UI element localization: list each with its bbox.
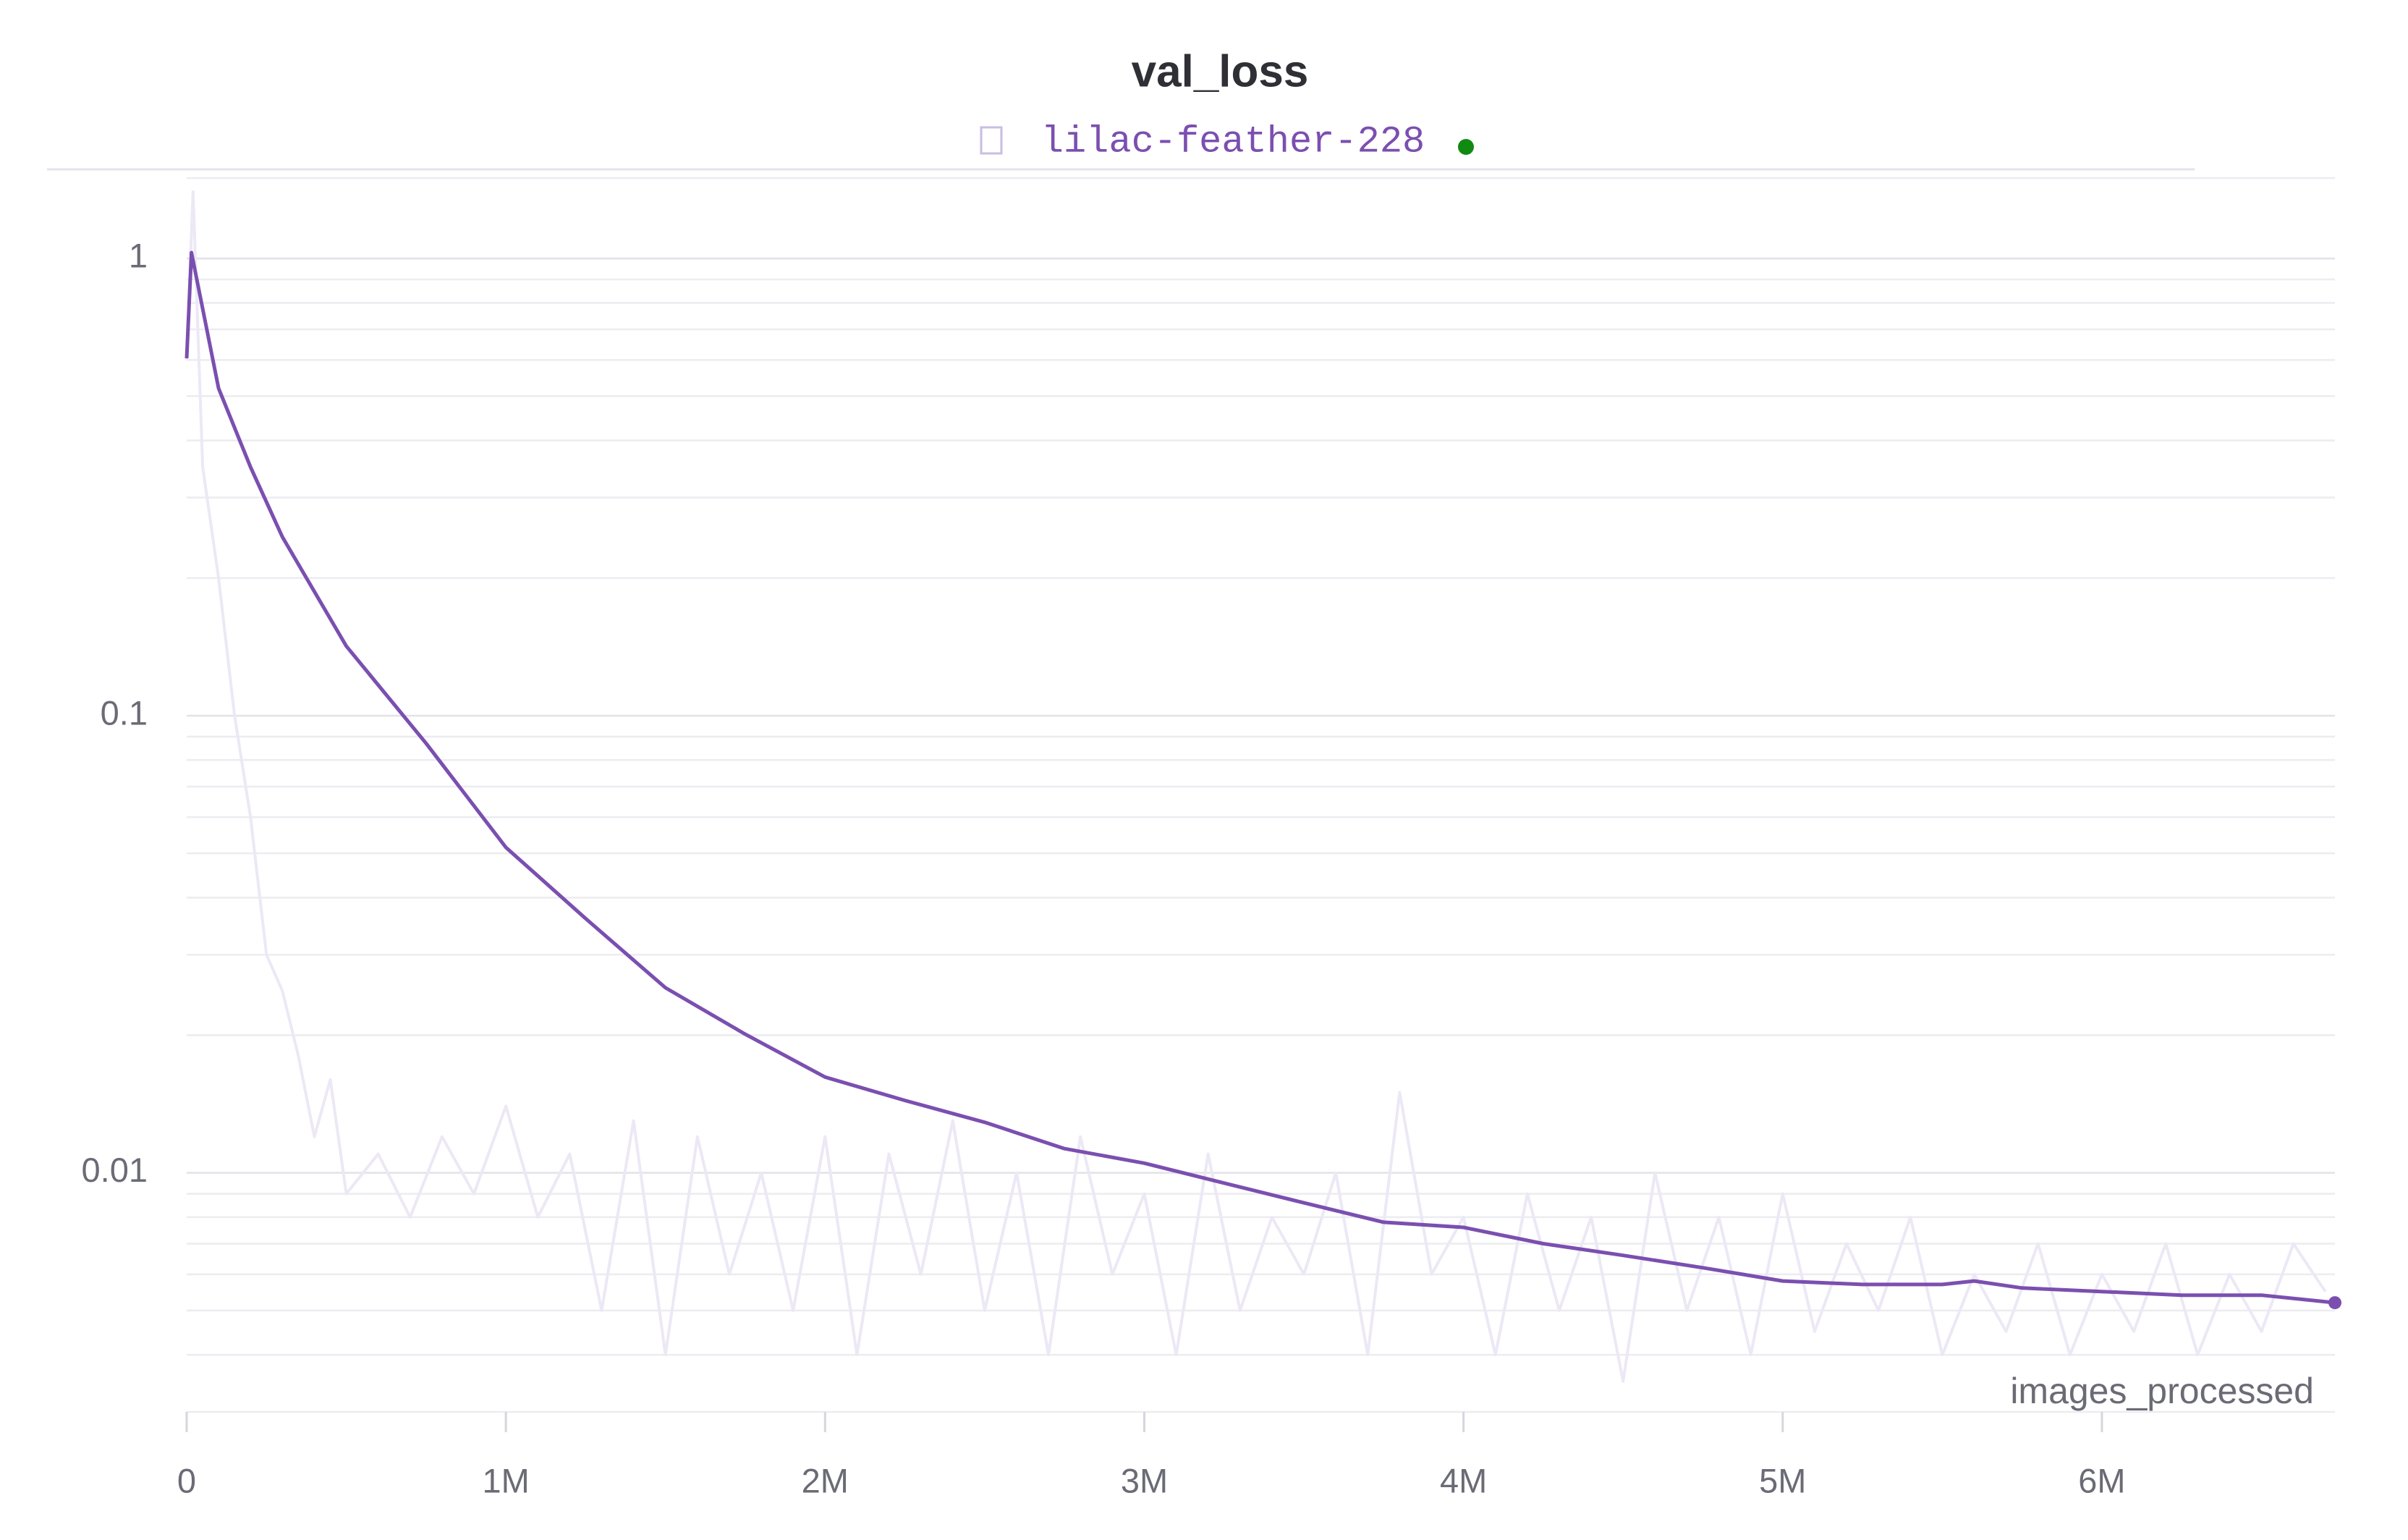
- chart-title: val_loss: [1132, 46, 1309, 96]
- y-tick-label: 0.1: [101, 693, 148, 732]
- run-status-dot: [1458, 139, 1474, 155]
- x-tick-label: 0: [177, 1461, 196, 1499]
- x-tick-label: 5M: [1759, 1461, 1806, 1499]
- x-tick-label: 3M: [1121, 1461, 1168, 1499]
- grid: 0.01 0.1 1 0 1M 2M 3M 4M 5M 6M: [82, 177, 2335, 1499]
- x-tick-label: 6M: [2078, 1461, 2125, 1499]
- x-tick-label: 2M: [802, 1461, 849, 1499]
- plot-area: [185, 190, 2341, 1383]
- y-tick-label: 1: [129, 237, 148, 275]
- legend-icon: [980, 126, 1003, 155]
- legend-label[interactable]: lilac-feather-228: [1041, 121, 1425, 164]
- x-tick-label: 1M: [483, 1461, 530, 1499]
- x-tick-label: 4M: [1440, 1461, 1487, 1499]
- x-axis-label: images_processed: [2010, 1371, 2314, 1411]
- series-line: [185, 250, 2336, 1305]
- raw-series-line: [185, 190, 2327, 1383]
- last-point: [2328, 1296, 2341, 1310]
- y-tick-label: 0.01: [82, 1151, 148, 1189]
